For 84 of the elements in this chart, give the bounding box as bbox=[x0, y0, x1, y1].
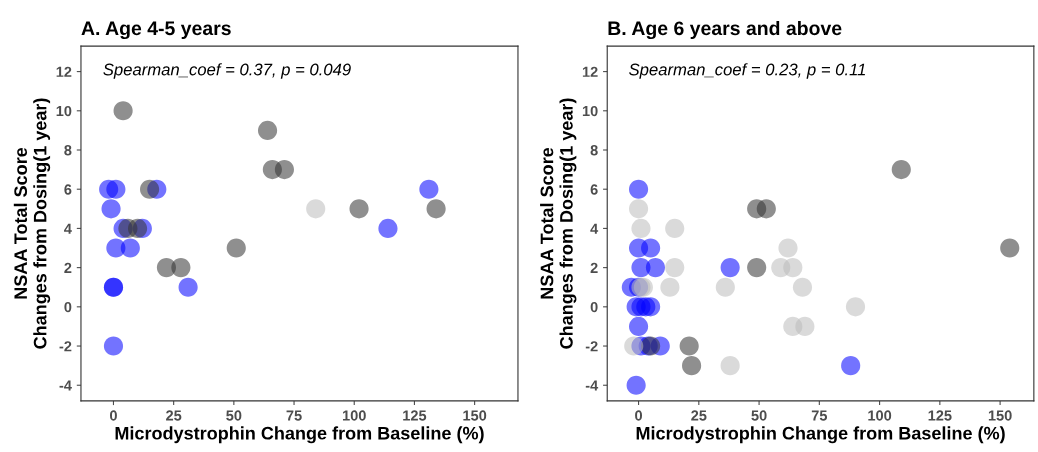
y-tick-label: 6 bbox=[590, 184, 598, 195]
x-tick-label: 25 bbox=[166, 410, 182, 421]
point bbox=[624, 336, 644, 356]
point bbox=[645, 258, 666, 278]
point bbox=[419, 179, 439, 199]
point bbox=[792, 277, 813, 297]
point bbox=[178, 277, 198, 297]
x-axis-title: Microdystrophin Change from Baseline (%) bbox=[115, 426, 484, 444]
point bbox=[171, 258, 191, 278]
y-tick-label: 4 bbox=[64, 223, 72, 234]
point bbox=[349, 199, 369, 219]
point bbox=[378, 218, 398, 238]
point bbox=[226, 238, 246, 258]
point bbox=[845, 297, 866, 317]
y-tick-label: 10 bbox=[56, 105, 72, 117]
y-tick-label: -4 bbox=[59, 380, 72, 391]
point bbox=[665, 258, 685, 278]
point bbox=[306, 199, 326, 219]
x-axis-title: Microdystrophin Change from Baseline (%) bbox=[636, 426, 1005, 444]
y-tick-label: 12 bbox=[56, 66, 72, 77]
x-tick-label: 100 bbox=[342, 410, 366, 421]
point bbox=[747, 258, 767, 278]
point bbox=[778, 238, 798, 258]
point bbox=[106, 179, 126, 199]
point bbox=[140, 179, 160, 199]
point bbox=[783, 258, 803, 278]
y-tick-label: 8 bbox=[64, 145, 72, 156]
point bbox=[1000, 238, 1020, 258]
x-tick-label: 100 bbox=[868, 410, 892, 421]
x-tick-label: 125 bbox=[928, 410, 952, 421]
x-tick-label: 0 bbox=[109, 410, 117, 421]
point bbox=[720, 356, 740, 376]
y-tick-label: -4 bbox=[585, 380, 599, 391]
point bbox=[103, 336, 124, 356]
x-tick-label: 75 bbox=[286, 410, 302, 421]
x-tick-label: 75 bbox=[811, 410, 828, 421]
point bbox=[113, 101, 133, 121]
point bbox=[795, 316, 815, 336]
annotation: Spearman_coef = 0.37, p = 0.049 bbox=[103, 63, 351, 79]
y-tick-label: 12 bbox=[582, 66, 598, 77]
point bbox=[641, 297, 661, 317]
point bbox=[257, 120, 278, 140]
y-tick-label: 0 bbox=[590, 301, 598, 313]
point bbox=[756, 199, 776, 219]
y-tick-label: 6 bbox=[64, 184, 72, 195]
y-axis-title: NSAA Total Score Changes from Dosing(1 year) bbox=[13, 98, 51, 349]
y-tick-label: 10 bbox=[582, 105, 598, 117]
y-tick-label: 2 bbox=[64, 262, 72, 273]
point bbox=[679, 336, 699, 356]
point bbox=[274, 160, 294, 180]
point bbox=[891, 160, 911, 180]
point bbox=[120, 238, 140, 258]
y-tick-label: -2 bbox=[585, 341, 598, 352]
point bbox=[426, 199, 446, 219]
y-tick-label: 8 bbox=[590, 145, 598, 156]
point bbox=[628, 316, 649, 336]
point bbox=[127, 218, 148, 238]
point bbox=[841, 356, 861, 376]
x-tick-label: 50 bbox=[226, 410, 242, 421]
y-axis-title: NSAA Total Score Changes from Dosing(1 year) bbox=[540, 98, 577, 349]
point bbox=[715, 277, 735, 297]
point bbox=[641, 238, 661, 258]
chart-title: A. Age 4-5 years bbox=[81, 21, 231, 40]
point bbox=[628, 199, 649, 219]
point bbox=[631, 218, 651, 238]
y-tick-label: 4 bbox=[590, 223, 599, 234]
point bbox=[626, 375, 646, 395]
x-tick-label: 150 bbox=[463, 410, 487, 421]
chart-title: B. Age 6 years and above bbox=[608, 20, 842, 40]
point bbox=[720, 258, 740, 278]
point bbox=[665, 218, 685, 238]
x-tick-label: 25 bbox=[691, 410, 707, 421]
x-tick-label: 150 bbox=[988, 410, 1012, 421]
x-tick-label: 50 bbox=[751, 410, 767, 421]
point bbox=[628, 179, 649, 199]
y-tick-label: -2 bbox=[59, 341, 72, 352]
x-tick-label: 0 bbox=[635, 410, 643, 421]
point bbox=[682, 356, 702, 376]
point bbox=[101, 199, 121, 219]
y-tick-label: 0 bbox=[64, 301, 72, 313]
point bbox=[660, 277, 680, 297]
x-tick-label: 125 bbox=[403, 410, 427, 421]
annotation: Spearman_coef = 0.23, p = 0.11 bbox=[629, 63, 865, 79]
y-tick-label: 2 bbox=[590, 262, 598, 273]
